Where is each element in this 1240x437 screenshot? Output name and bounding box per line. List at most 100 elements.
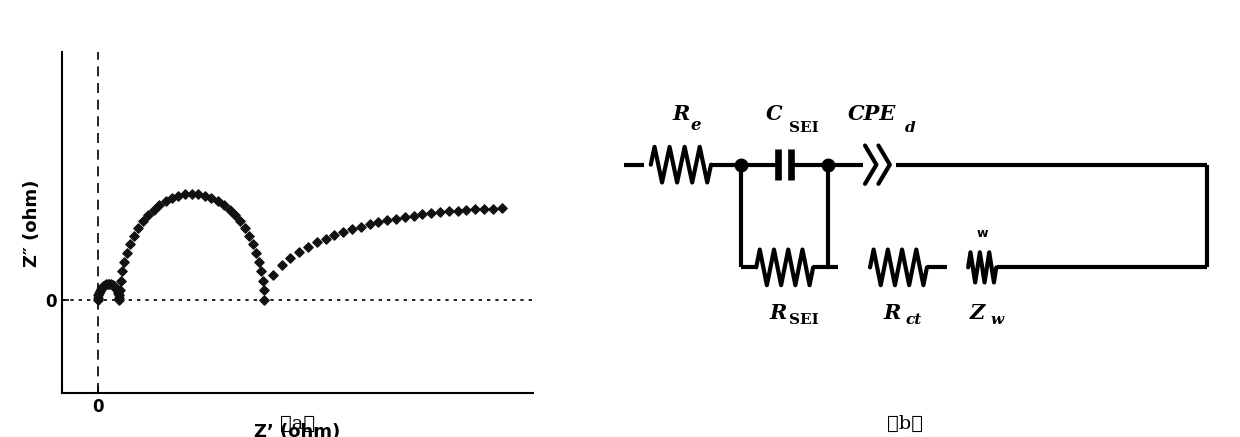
Point xyxy=(263,272,283,279)
Point xyxy=(99,281,119,288)
Point xyxy=(456,207,476,214)
Point xyxy=(252,267,272,274)
Point xyxy=(208,198,228,205)
Point xyxy=(94,282,114,289)
Point xyxy=(109,297,129,304)
Point xyxy=(289,248,309,255)
Point xyxy=(422,210,441,217)
Point xyxy=(89,288,109,295)
Point xyxy=(272,262,291,269)
Point xyxy=(156,198,176,205)
Point xyxy=(239,232,259,239)
Point xyxy=(482,205,502,212)
Point xyxy=(188,191,208,198)
Point xyxy=(91,286,110,293)
Point xyxy=(109,292,129,299)
Point xyxy=(88,297,108,304)
Point xyxy=(103,282,123,289)
Point xyxy=(98,281,118,288)
Point xyxy=(231,218,250,225)
Point xyxy=(360,221,379,228)
Point xyxy=(298,243,317,250)
Point xyxy=(124,232,144,239)
Point xyxy=(253,277,273,284)
Text: R: R xyxy=(883,303,900,323)
Point xyxy=(110,277,130,284)
Point xyxy=(249,258,269,265)
Point xyxy=(465,206,485,213)
Point xyxy=(117,249,136,256)
Point xyxy=(93,283,113,290)
Point xyxy=(226,212,246,218)
Point xyxy=(144,206,164,213)
Text: R: R xyxy=(672,104,689,124)
Point xyxy=(439,208,459,215)
Point xyxy=(109,294,129,301)
Point xyxy=(280,254,300,261)
Text: （a）: （a） xyxy=(280,415,315,433)
Point xyxy=(403,212,423,219)
Text: w: w xyxy=(991,313,1003,327)
Point xyxy=(474,205,494,212)
Point xyxy=(182,190,202,197)
Point xyxy=(195,192,215,199)
Point xyxy=(351,223,371,230)
Point xyxy=(108,288,128,295)
Text: （b）: （b） xyxy=(887,415,924,433)
Point xyxy=(334,229,353,236)
Point xyxy=(202,194,222,201)
Point xyxy=(394,214,414,221)
Point xyxy=(448,207,467,214)
Point xyxy=(129,225,149,232)
Text: e: e xyxy=(691,117,701,134)
Point xyxy=(114,258,134,265)
Point xyxy=(110,287,130,294)
Point xyxy=(113,267,133,274)
Point xyxy=(247,249,267,256)
Point xyxy=(219,206,239,213)
Point xyxy=(243,241,263,248)
Point xyxy=(306,239,326,246)
Point xyxy=(169,192,188,199)
Point xyxy=(138,212,157,218)
Point xyxy=(368,219,388,226)
Point xyxy=(120,241,140,248)
Y-axis label: Z″ (ohm): Z″ (ohm) xyxy=(24,179,41,267)
Point xyxy=(88,294,108,301)
Text: w: w xyxy=(976,227,988,240)
Point xyxy=(386,215,405,222)
Point xyxy=(325,232,345,239)
Text: d: d xyxy=(904,121,915,135)
Point xyxy=(316,235,336,242)
Text: C: C xyxy=(766,104,782,124)
Point xyxy=(89,290,109,297)
Point xyxy=(108,290,128,297)
Point xyxy=(97,281,117,288)
Point xyxy=(105,284,125,291)
Point xyxy=(254,297,274,304)
Point xyxy=(215,201,234,208)
Point xyxy=(236,225,255,232)
Point xyxy=(100,281,120,288)
Text: R: R xyxy=(769,303,786,323)
Text: Z: Z xyxy=(970,303,985,323)
Point xyxy=(162,194,182,201)
Point xyxy=(175,191,195,198)
Point xyxy=(150,201,170,208)
Point xyxy=(133,218,153,225)
Point xyxy=(377,217,397,224)
Point xyxy=(104,283,124,290)
Point xyxy=(92,284,112,291)
Point xyxy=(342,225,362,232)
X-axis label: Z’ (ohm): Z’ (ohm) xyxy=(254,423,341,437)
Text: ct: ct xyxy=(905,313,921,327)
Point xyxy=(430,209,450,216)
Point xyxy=(254,287,274,294)
Point xyxy=(107,286,126,293)
Text: SEI: SEI xyxy=(789,313,818,327)
Text: SEI: SEI xyxy=(789,121,818,135)
Point xyxy=(88,292,108,299)
Text: CPE: CPE xyxy=(848,104,895,124)
Point xyxy=(491,205,511,212)
Point xyxy=(413,211,433,218)
